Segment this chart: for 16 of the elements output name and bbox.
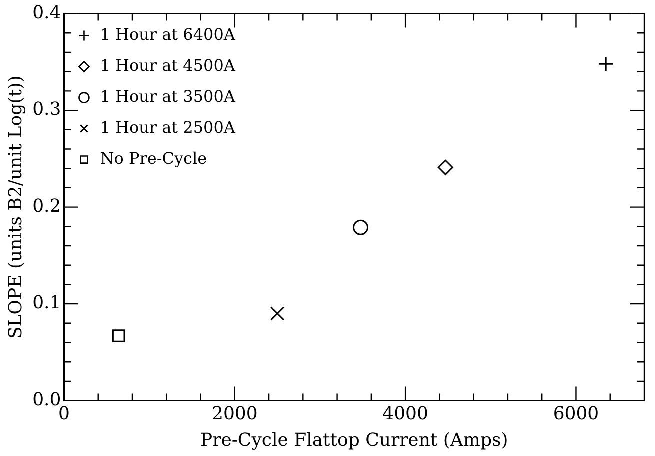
y-tick-label: 0.4 <box>32 2 62 24</box>
legend-label: 1 Hour at 6400A <box>100 24 236 44</box>
x-tick-label: 0 <box>58 403 70 424</box>
x-axis-title: Pre-Cycle Flattop Current (Amps) <box>200 430 508 451</box>
y-tick-label: 0.1 <box>32 292 62 314</box>
x-tick-label: 2000 <box>212 403 258 424</box>
legend-label: 1 Hour at 3500A <box>100 86 236 106</box>
legend-label: No Pre-Cycle <box>100 148 208 168</box>
y-tick-label: 0.2 <box>32 196 62 217</box>
y-tick-label: 0.3 <box>32 99 62 120</box>
legend-label: 1 Hour at 4500A <box>100 56 236 75</box>
x-tick-label: 4000 <box>382 403 428 424</box>
y-tick-label: 0.0 <box>32 389 62 410</box>
y-axis-title: SLOPE (units B2/unit Log(t)) <box>5 76 26 340</box>
x-tick-label: 6000 <box>553 403 600 424</box>
legend-label: 1 Hour at 2500A <box>100 118 236 137</box>
